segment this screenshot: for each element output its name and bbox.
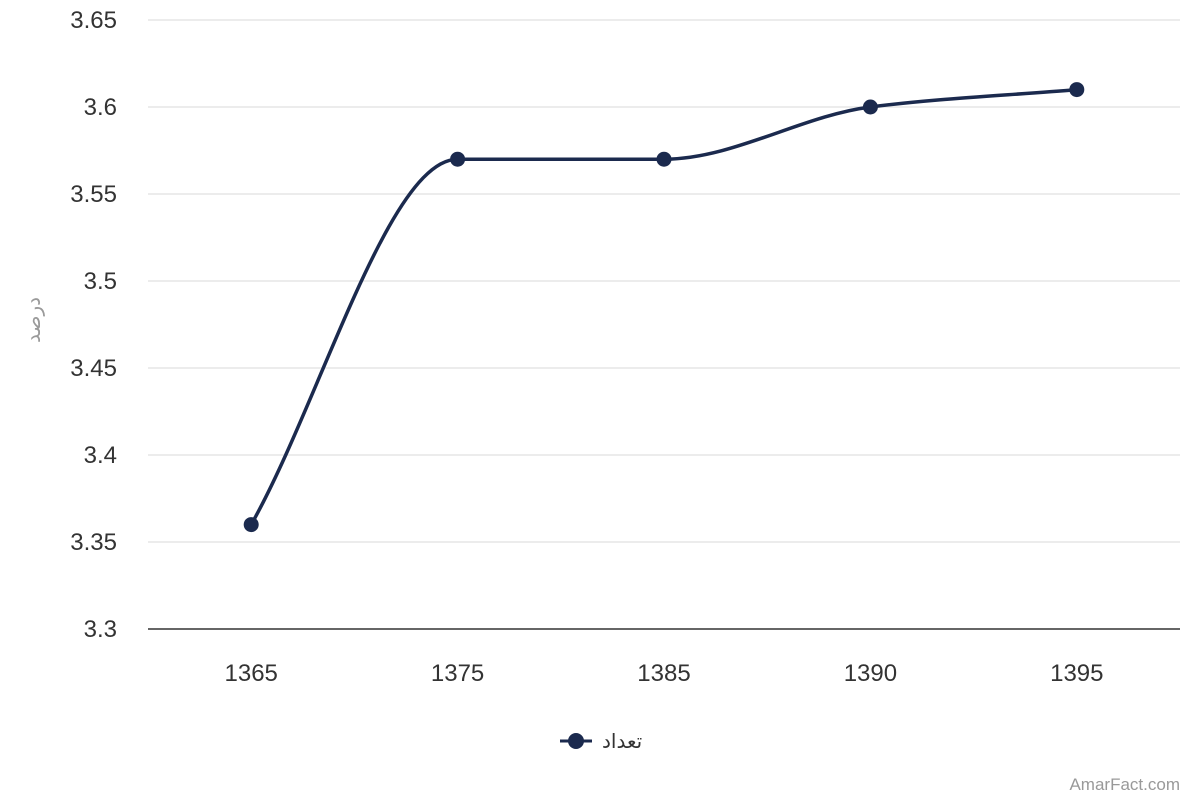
data-point[interactable]	[1069, 82, 1085, 98]
x-tick-label: 1365	[225, 660, 278, 687]
data-point[interactable]	[656, 151, 672, 167]
y-axis-title: درصد	[21, 297, 45, 343]
legend[interactable]: تعداد	[560, 729, 642, 753]
y-tick-label: 3.55	[70, 181, 117, 208]
grid-lines	[148, 19, 1180, 543]
credit-text[interactable]: AmarFact.com	[1069, 775, 1180, 794]
data-point[interactable]	[450, 151, 466, 167]
x-axis-ticks: 1365 1375 1385 1390 1395	[225, 660, 1104, 687]
x-tick-label: 1375	[431, 660, 484, 687]
y-axis-ticks: 3.3 3.35 3.4 3.45 3.5 3.55 3.6 3.65	[70, 7, 117, 643]
y-tick-label: 3.4	[84, 442, 117, 469]
y-tick-label: 3.3	[84, 616, 117, 643]
x-tick-label: 1385	[637, 660, 690, 687]
data-point[interactable]	[243, 517, 259, 533]
y-tick-label: 3.5	[84, 268, 117, 295]
y-tick-label: 3.35	[70, 529, 117, 556]
x-tick-label: 1390	[844, 660, 897, 687]
x-tick-label: 1395	[1050, 660, 1103, 687]
series-line	[249, 87, 1077, 526]
legend-dot-marker	[568, 733, 584, 749]
legend-label: تعداد	[602, 729, 642, 753]
y-tick-label: 3.45	[70, 355, 117, 382]
data-point[interactable]	[862, 99, 878, 115]
y-tick-label: 3.6	[84, 94, 117, 121]
series-group	[243, 82, 1085, 533]
y-tick-label: 3.65	[70, 7, 117, 34]
